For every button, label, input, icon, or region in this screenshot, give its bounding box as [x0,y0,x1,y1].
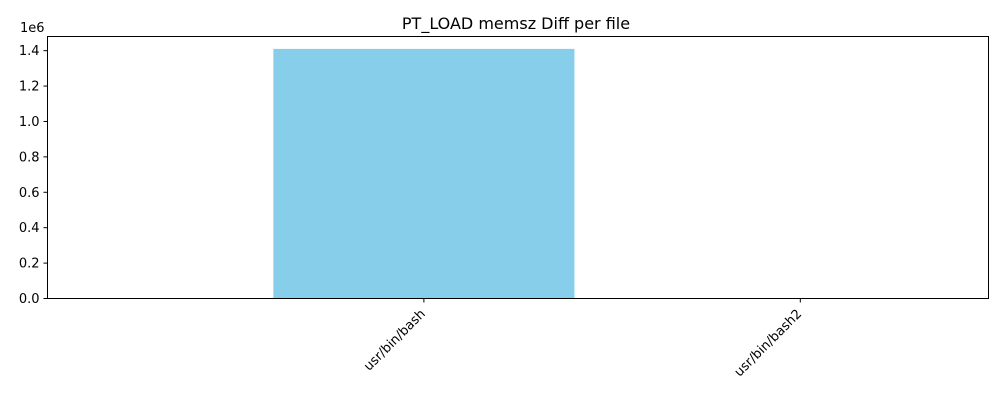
x-tick-label: usr/bin/bash2 [732,307,805,380]
y-tick-label: 0.2 [19,257,40,272]
bar-usr-bin-bash [273,48,575,299]
y-tick-label: 0.0 [19,292,40,307]
y-tick-label: 1.2 [19,80,40,95]
x-axis-ticks: usr/bin/bash usr/bin/bash2 [361,298,805,380]
plot-frame [47,36,989,299]
bars-layer [273,48,575,299]
y-tick-label: 1.0 [19,115,40,130]
y-axis-ticks: 0.0 0.2 0.4 0.6 0.8 1.0 1.2 1.4 [19,44,48,307]
y-tick-label: 1.4 [19,44,40,59]
y-tick-label: 0.8 [19,150,40,165]
y-axis-offset-label: 1e6 [20,21,45,36]
chart-title: PT_LOAD memsz Diff per file [402,14,630,34]
y-tick-label: 0.6 [19,186,40,201]
x-tick-label: usr/bin/bash [361,307,428,374]
y-tick-label: 0.4 [19,221,40,236]
